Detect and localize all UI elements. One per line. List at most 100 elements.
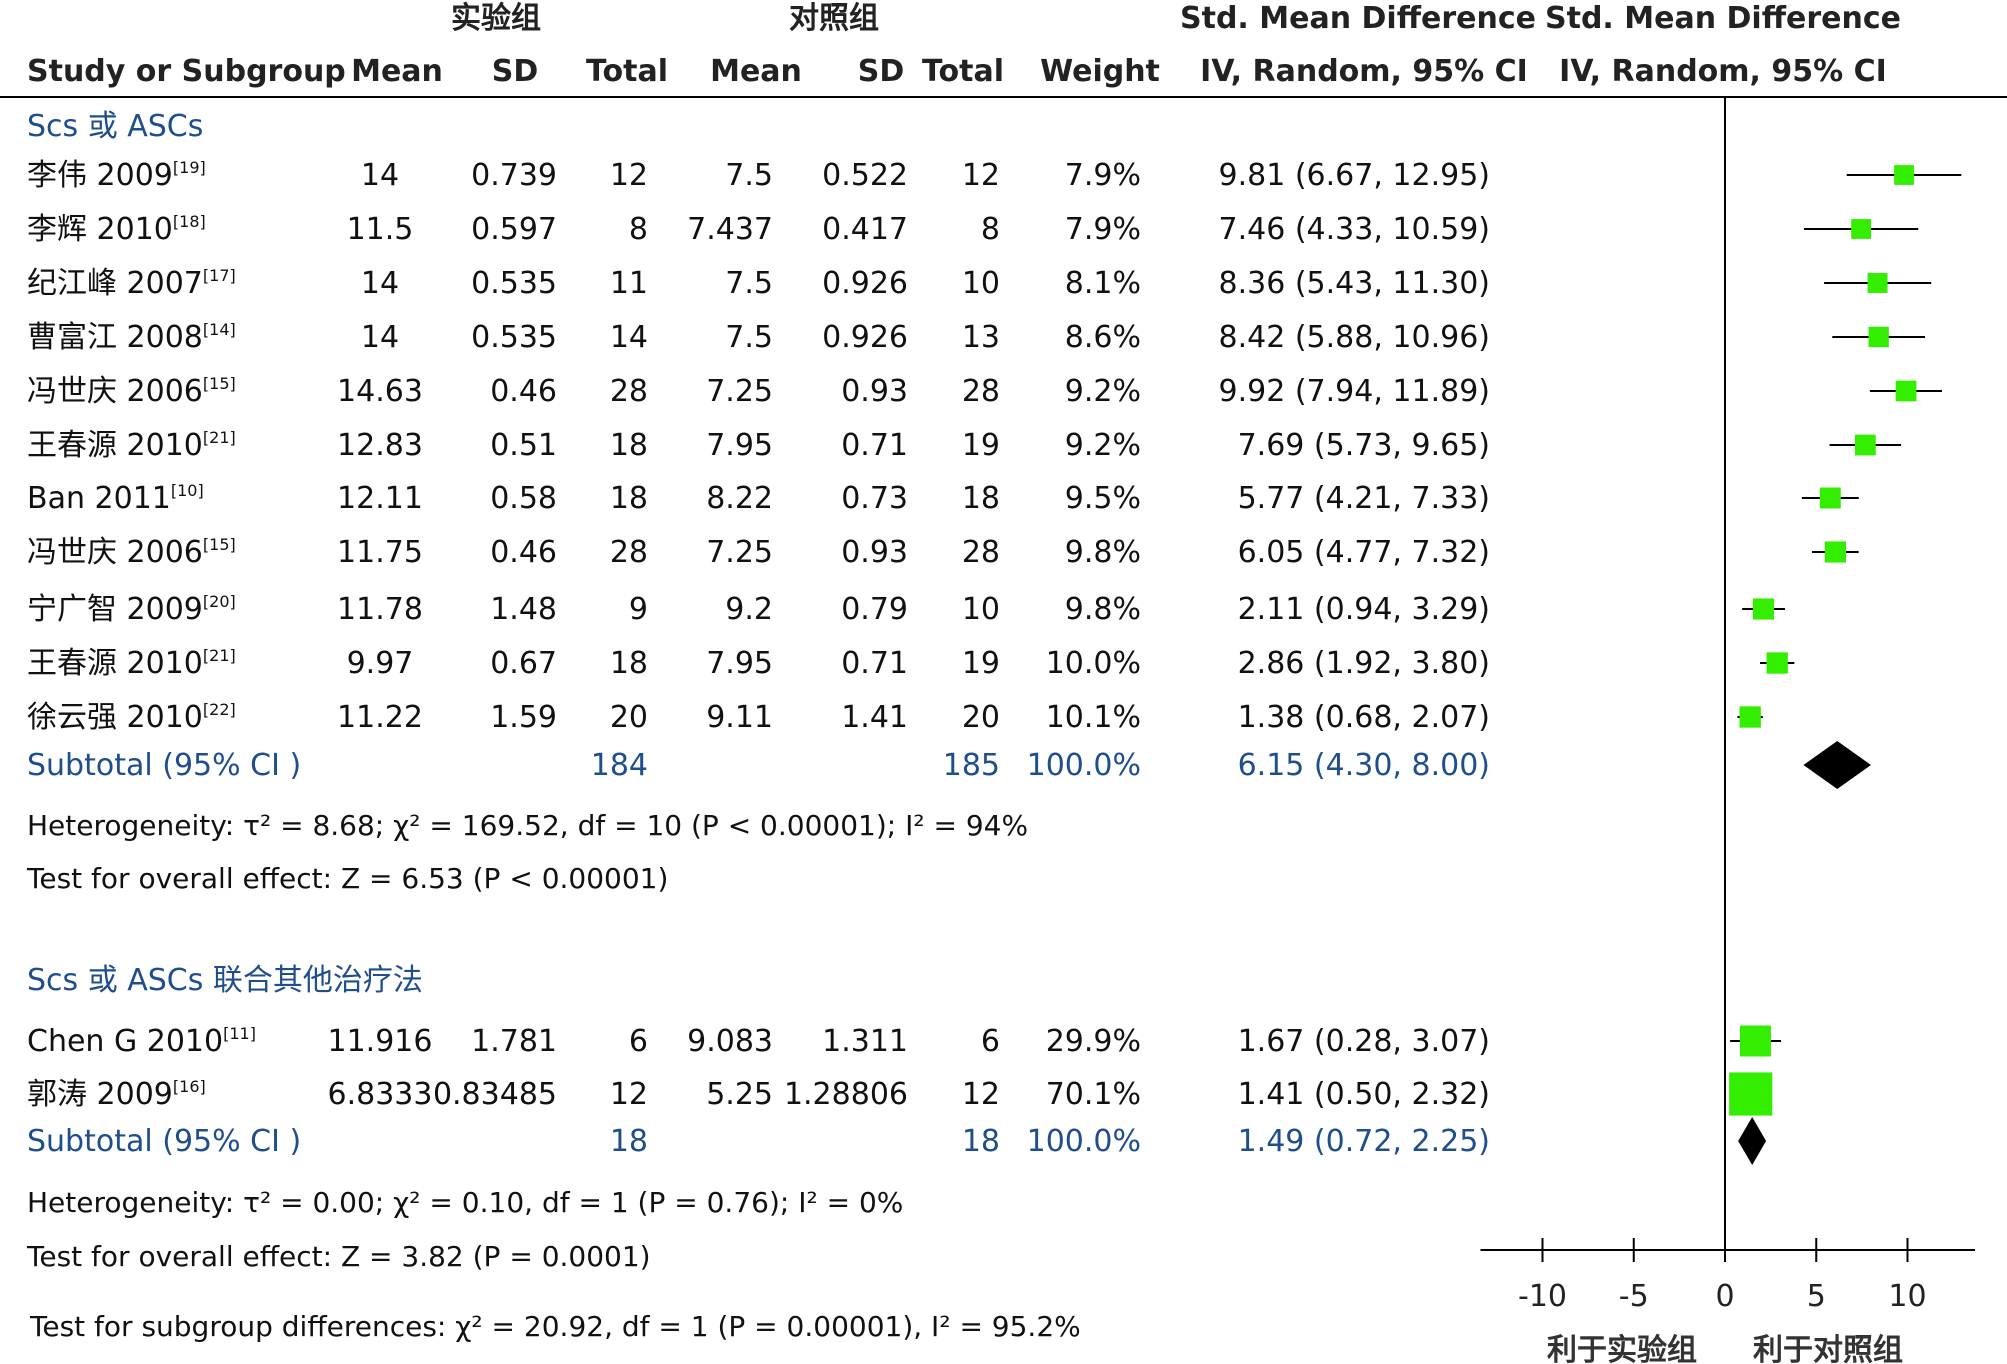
study-marker	[1819, 487, 1841, 509]
study-reference: [18]	[173, 212, 206, 231]
study-reference: [14]	[203, 320, 236, 339]
effect-ci: 8.36 (5.43, 11.30)	[1219, 266, 1491, 301]
study-marker	[1729, 1072, 1773, 1116]
axis-tick-label: -10	[1518, 1279, 1567, 1314]
sd-experimental: 0.58	[490, 481, 557, 516]
weight: 70.1%	[1046, 1077, 1141, 1112]
study-marker	[1895, 380, 1917, 402]
study-marker	[1739, 706, 1761, 728]
effect-ci: 1.41 (0.50, 2.32)	[1238, 1077, 1490, 1112]
subtotal-weight: 100.0%	[1027, 1124, 1141, 1159]
study-marker	[1766, 652, 1788, 674]
mean-control: 8.22	[706, 481, 773, 516]
mean-control: 9.11	[706, 700, 773, 735]
study-name: 郭涛 2009[16]	[27, 1077, 206, 1112]
mean-control: 7.5	[725, 320, 773, 355]
mean-control: 7.95	[706, 646, 773, 681]
effect-ci: 1.38 (0.68, 2.07)	[1238, 700, 1490, 735]
total-experimental: 12	[610, 1077, 648, 1112]
study-marker	[1894, 165, 1914, 185]
subgroup-title: Scs 或 ASCs	[27, 109, 203, 144]
study-reference: [21]	[203, 646, 236, 665]
total-experimental: 18	[610, 428, 648, 463]
study-reference: [15]	[203, 535, 236, 554]
total-control: 13	[962, 320, 1000, 355]
subtotal-total-experimental: 184	[591, 748, 648, 783]
subtotal-effect-ci: 1.49 (0.72, 2.25)	[1238, 1124, 1490, 1159]
mean-control: 7.95	[706, 428, 773, 463]
sd-experimental: 0.67	[490, 646, 557, 681]
sd-control: 0.79	[841, 592, 908, 627]
sd-control: 1.311	[822, 1024, 908, 1059]
effect-ci: 8.42 (5.88, 10.96)	[1219, 320, 1491, 355]
heterogeneity-text: Heterogeneity: τ² = 0.00; χ² = 0.10, df …	[27, 1186, 903, 1219]
weight: 10.0%	[1046, 646, 1141, 681]
total-control: 28	[962, 374, 1000, 409]
total-experimental: 9	[629, 592, 648, 627]
subtotal-effect-ci: 6.15 (4.30, 8.00)	[1238, 748, 1490, 783]
plot-marks	[1724, 97, 1962, 1250]
header-experimental-group: 实验组	[451, 1, 541, 36]
header-mean-exp: Mean	[351, 54, 443, 89]
study-name: 李伟 2009[19]	[27, 158, 206, 193]
total-control: 10	[962, 592, 1000, 627]
effect-ci: 1.67 (0.28, 3.07)	[1238, 1024, 1490, 1059]
sd-control: 1.41	[841, 700, 908, 735]
mean-experimental: 14	[361, 266, 399, 301]
weight: 9.8%	[1065, 535, 1141, 570]
sd-control: 0.93	[841, 535, 908, 570]
sd-experimental: 0.535	[471, 320, 557, 355]
effect-ci: 5.77 (4.21, 7.33)	[1238, 481, 1490, 516]
sd-experimental: 0.46	[490, 374, 557, 409]
study-name: Ban 2011[10]	[27, 481, 204, 516]
total-control: 6	[981, 1024, 1000, 1059]
subtotal-weight: 100.0%	[1027, 748, 1141, 783]
sd-control: 0.926	[822, 266, 908, 301]
weight: 29.9%	[1046, 1024, 1141, 1059]
weight: 7.9%	[1065, 212, 1141, 247]
study-marker	[1854, 434, 1876, 456]
sd-experimental: 0.739	[471, 158, 557, 193]
header-total-exp: Total	[586, 54, 668, 89]
mean-experimental: 12.11	[337, 481, 423, 516]
mean-control: 7.25	[706, 374, 773, 409]
mean-control: 7.5	[725, 158, 773, 193]
axis-tick-label: 0	[1715, 1279, 1734, 1314]
x-axis: -10 -5 0 5 10 利于实验组 利于对照组	[1480, 1238, 1976, 1364]
total-control: 18	[962, 481, 1000, 516]
study-reference: [11]	[223, 1024, 256, 1043]
sd-experimental: 0.83485	[433, 1077, 557, 1112]
mean-experimental: 11.5	[347, 212, 414, 247]
weight: 10.1%	[1046, 700, 1141, 735]
sd-experimental: 1.781	[471, 1024, 557, 1059]
total-experimental: 18	[610, 481, 648, 516]
axis-tick-label: -5	[1619, 1279, 1649, 1314]
total-experimental: 8	[629, 212, 648, 247]
mean-experimental: 11.78	[337, 592, 423, 627]
sd-control: 0.71	[841, 646, 908, 681]
sd-control: 0.926	[822, 320, 908, 355]
header-sd-exp: SD	[492, 54, 539, 89]
effect-ci: 2.86 (1.92, 3.80)	[1238, 646, 1490, 681]
total-experimental: 28	[610, 374, 648, 409]
mean-control: 7.25	[706, 535, 773, 570]
total-control: 20	[962, 700, 1000, 735]
weight: 8.1%	[1065, 266, 1141, 301]
header-sd-ctl: SD	[858, 54, 905, 89]
sd-experimental: 0.535	[471, 266, 557, 301]
study-reference: [10]	[171, 481, 204, 500]
weight: 8.6%	[1065, 320, 1141, 355]
study-name: 李辉 2010[18]	[27, 212, 206, 247]
effect-ci: 9.92 (7.94, 11.89)	[1219, 374, 1491, 409]
total-experimental: 18	[610, 646, 648, 681]
heterogeneity-text: Heterogeneity: τ² = 8.68; χ² = 169.52, d…	[27, 809, 1028, 842]
study-name: 曹富江 2008[14]	[27, 320, 236, 355]
study-name: 王春源 2010[21]	[27, 646, 236, 681]
study-marker	[1868, 326, 1889, 348]
mean-experimental: 9.97	[347, 646, 414, 681]
total-control: 8	[981, 212, 1000, 247]
total-control: 10	[962, 266, 1000, 301]
study-reference: [22]	[203, 700, 236, 719]
